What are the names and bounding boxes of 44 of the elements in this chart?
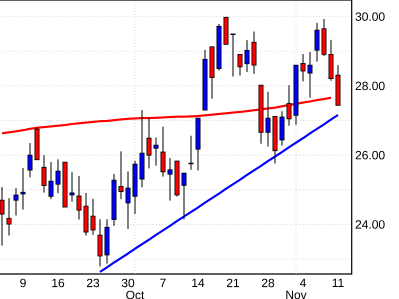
y-tick-label: 30.00 [356, 12, 385, 21]
candlestick [0, 186, 5, 246]
candlestick [48, 162, 54, 200]
candlestick [70, 172, 75, 202]
candlestick [266, 91, 270, 148]
candlestick [238, 54, 242, 76]
candlestick [182, 172, 187, 220]
candlestick [230, 33, 236, 78]
x-tick-label: 11 [332, 278, 344, 287]
x-tick-label: 23 [86, 278, 100, 288]
x-tick-label: 9 [20, 278, 26, 288]
candlestick [160, 126, 166, 178]
candlestick [168, 157, 173, 202]
x-tick-label: 28 [262, 278, 274, 288]
candlestick [98, 218, 103, 267]
candlestick [14, 188, 19, 216]
candlestick [252, 31, 256, 74]
candlestick [307, 51, 312, 98]
y-tick-label: 28.00 [356, 82, 385, 90]
candlestick [90, 198, 96, 236]
candlestick [56, 158, 61, 194]
candlestick [76, 175, 82, 220]
candlestick [28, 142, 33, 178]
y-tick-label: 24.00 [356, 220, 385, 229]
candlestick [280, 110, 284, 146]
candlestick [300, 54, 306, 82]
candlestick [244, 40, 250, 73]
candlestick [20, 167, 26, 210]
y-tick-label: 26.00 [356, 150, 385, 160]
x-tick-label: 16 [52, 278, 64, 288]
x-tick-label: 4 [300, 278, 306, 287]
candlestick [188, 135, 194, 170]
candlestick [314, 22, 320, 62]
x-tick-label: 14 [192, 278, 204, 287]
candlestick [126, 170, 131, 230]
candlestick [42, 154, 47, 194]
candlestick [154, 137, 159, 166]
x-tick-label: 30 [122, 278, 134, 288]
x-tick-label: 7 [160, 278, 166, 287]
x-tick-label: Nov [286, 290, 307, 299]
candlestick [6, 198, 12, 236]
candlestick [118, 150, 124, 200]
x-tick-label: Oct [126, 290, 144, 299]
x-tick-label: 21 [226, 278, 240, 288]
